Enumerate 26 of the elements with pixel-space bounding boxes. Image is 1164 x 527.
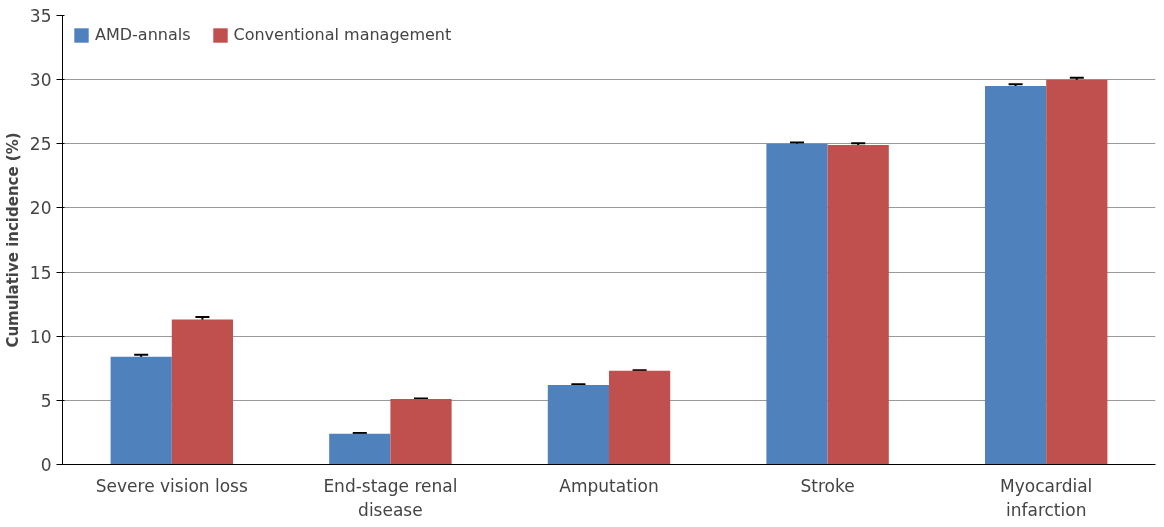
y-tick-label: 0 [40,455,52,475]
bar [827,145,889,465]
legend-label: AMD-annals [95,25,191,44]
bar [984,86,1047,465]
bar [390,399,452,465]
legend-label: Conventional management [233,25,452,44]
y-tick-label: 10 [29,326,52,347]
y-tick-label: 20 [29,198,52,219]
bar [766,143,828,465]
bar [171,319,234,465]
bar [609,370,671,465]
x-tick-label: Severe vision loss [95,475,248,496]
bar [547,384,609,465]
bar [329,433,391,465]
bar [110,356,172,465]
y-tick-label: 5 [40,390,52,411]
x-tick-label: End-stage renal disease [323,475,458,520]
y-tick-label: 25 [29,134,52,155]
y-tick-label: 30 [29,70,52,91]
x-tick-label: Stroke [800,475,855,496]
x-tick-label: Amputation [559,475,659,496]
x-tick-label: Myocardial infarction [1000,475,1093,520]
y-tick-label: 35 [29,6,52,26]
bar [1046,79,1108,465]
y-tick-label: 15 [29,262,52,283]
y-axis-title: Cumulative incidence (%) [3,132,22,348]
